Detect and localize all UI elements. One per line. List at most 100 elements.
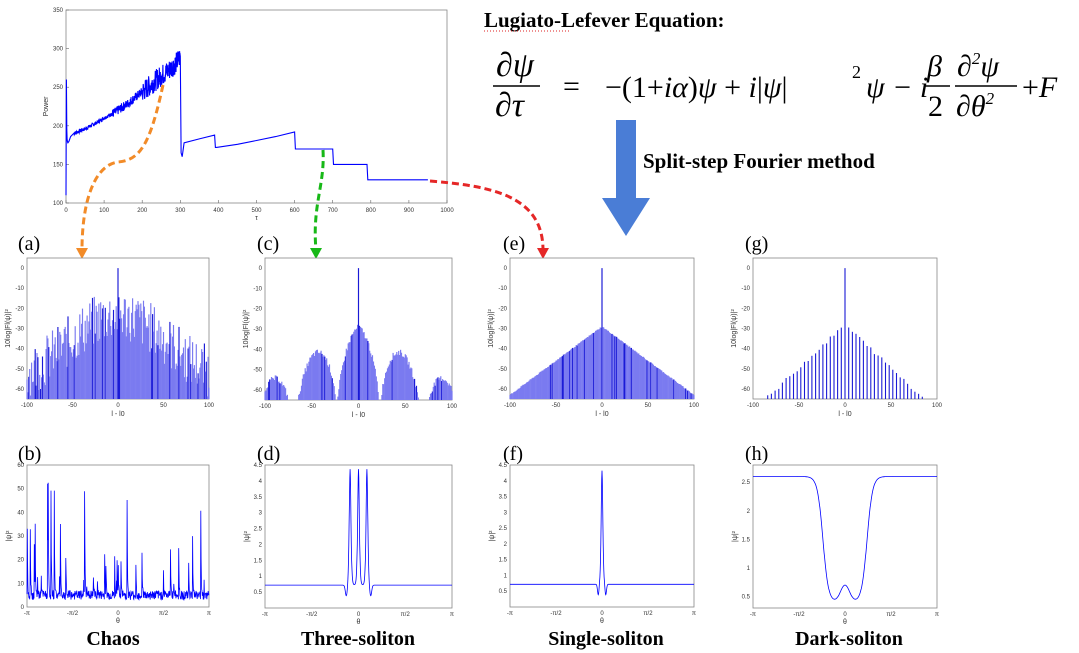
panel-labels: (a) (b) (c) (d) (e) (f) (g) (h) <box>18 233 768 465</box>
y-tick-label: 250 <box>53 85 64 91</box>
eq-dtheta: ∂θ2 <box>956 89 995 123</box>
equation-block: Lugiato-Lefever Equation: ∂ψ ∂τ = −(1+iα… <box>484 8 1058 124</box>
x-tick-label: 50 <box>160 403 167 409</box>
arrow-single-soliton <box>429 179 545 251</box>
x-tick-label: 100 <box>689 403 700 409</box>
y-tick-label: 3 <box>259 511 263 517</box>
arrow-three-soliton <box>313 149 325 251</box>
y-tick-label: -40 <box>741 347 750 353</box>
spectrum-single-soliton-chart: -100 -50 0 50 100 0 -10 -20 -30 -40 -50 -60 l - l0 10… <box>488 257 700 418</box>
y-tick-label: 0.5 <box>742 595 751 601</box>
arrow-single-head <box>537 248 549 259</box>
x-tick-label: 700 <box>328 208 339 214</box>
y-tick-label: 1 <box>747 566 751 572</box>
x-tick-label: -π <box>262 612 268 618</box>
equation-title: Lugiato-Lefever Equation: <box>484 8 725 32</box>
y-tick-label: 300 <box>53 47 64 53</box>
y-tick-label: 0 <box>747 266 751 272</box>
y-tick-label: -20 <box>15 306 24 312</box>
x-tick-label: 200 <box>137 208 148 214</box>
arrow-three-head <box>310 248 322 259</box>
field-trace <box>753 476 937 600</box>
panel-label-a: (a) <box>18 233 40 255</box>
y-tick-label: 2 <box>747 509 751 515</box>
eq-lhs-den: ∂τ <box>495 87 526 124</box>
x-axis-label: θ <box>116 618 120 625</box>
y-tick-label: -30 <box>498 327 507 333</box>
y-tick-label: 1 <box>504 573 508 579</box>
label-dark-soliton: Dark-soliton <box>795 628 903 650</box>
x-tick-label: -π/2 <box>793 612 805 618</box>
eq-beta: β <box>926 50 942 83</box>
big-down-arrow <box>602 120 650 236</box>
y-tick-label: 0 <box>21 266 25 272</box>
x-tick-label: -π/2 <box>67 611 79 617</box>
x-tick-label: 0 <box>357 404 361 410</box>
x-axis-label: θ <box>357 619 361 626</box>
y-tick-label: -60 <box>253 388 262 394</box>
y-tick-label: -40 <box>253 347 262 353</box>
y-tick-label: -50 <box>498 367 507 373</box>
x-axis-label: l - l0 <box>111 411 124 418</box>
x-tick-label: 100 <box>204 403 215 409</box>
y-tick-label: -50 <box>741 367 750 373</box>
y-tick-label: -60 <box>498 387 507 393</box>
y-tick-label: 1 <box>259 574 263 580</box>
x-tick-label: 100 <box>447 404 458 410</box>
y-tick-label: 20 <box>17 558 24 564</box>
y-tick-label: 1.5 <box>499 558 508 564</box>
field-trace <box>26 482 210 601</box>
x-tick-label: π <box>935 612 939 618</box>
x-tick-label: -100 <box>504 403 517 409</box>
x-tick-label: 0 <box>116 611 120 617</box>
eq-lhs-num: ∂ψ <box>496 47 535 84</box>
x-tick-label: -100 <box>259 404 272 410</box>
x-tick-label: -100 <box>21 403 34 409</box>
spectrum-chaos-chart: -100 -50 0 50 100 0 -10 -20 -30 -40 -50 -60 l - l0 10… <box>5 257 215 418</box>
y-axis-label: |ψ|² <box>732 530 739 542</box>
y-tick-label: 3.5 <box>254 495 263 501</box>
x-tick-label: -50 <box>68 403 77 409</box>
y-tick-label: -30 <box>15 327 24 333</box>
x-tick-label: 0 <box>843 403 847 409</box>
method-label: Split-step Fourier method <box>643 149 875 173</box>
x-tick-label: -π <box>24 611 30 617</box>
x-tick-label: 100 <box>99 208 110 214</box>
x-tick-label: -50 <box>307 404 316 410</box>
y-tick-label: -20 <box>498 306 507 312</box>
y-tick-label: 100 <box>53 201 64 207</box>
y-tick-label: -20 <box>741 306 750 312</box>
x-axis-label: l - l0 <box>838 411 851 418</box>
y-axis-label: |ψ|² <box>489 530 496 542</box>
y-tick-label: 1.5 <box>742 537 751 543</box>
x-tick-label: 100 <box>932 403 943 409</box>
x-tick-label: 0 <box>600 403 604 409</box>
y-tick-label: -40 <box>498 347 507 353</box>
x-tick-label: π/2 <box>886 612 896 618</box>
y-tick-label: 2 <box>259 542 263 548</box>
label-three-soliton: Three-soliton <box>301 628 415 650</box>
x-tick-label: -π <box>507 611 513 617</box>
arrow-chaos-head <box>76 248 88 259</box>
x-tick-label: -π <box>750 612 756 618</box>
arrow-chaos <box>80 84 165 251</box>
y-tick-label: 150 <box>53 162 64 168</box>
bottom-labels: Chaos Three-soliton Single-soliton Dark-… <box>86 628 903 650</box>
panel-label-h: (h) <box>745 443 768 465</box>
y-tick-label: 1.5 <box>254 558 263 564</box>
y-axis-label: 10log|Fl(ψ)|² <box>488 309 495 348</box>
y-tick-label: 60 <box>17 463 24 469</box>
y-axis-label: |ψ|² <box>6 530 13 542</box>
y-axis-label: 10log|Fl(ψ)|² <box>5 309 12 348</box>
panel-label-g: (g) <box>745 233 768 255</box>
x-tick-label: 500 <box>251 208 262 214</box>
y-tick-label: 3 <box>504 510 508 516</box>
panel-label-e: (e) <box>503 233 525 255</box>
y-tick-label: -60 <box>741 387 750 393</box>
x-tick-label: 800 <box>366 208 377 214</box>
x-tick-label: π/2 <box>159 611 169 617</box>
field-chaos-chart: -π -π/2 0 π/2 π 0 10 20 30 40 50 60 θ |ψ|² <box>6 463 211 625</box>
y-tick-label: 0 <box>259 266 263 272</box>
y-axis-label: 10log|Fl(ψ)|² <box>731 309 738 348</box>
x-axis-label: θ <box>843 619 847 626</box>
